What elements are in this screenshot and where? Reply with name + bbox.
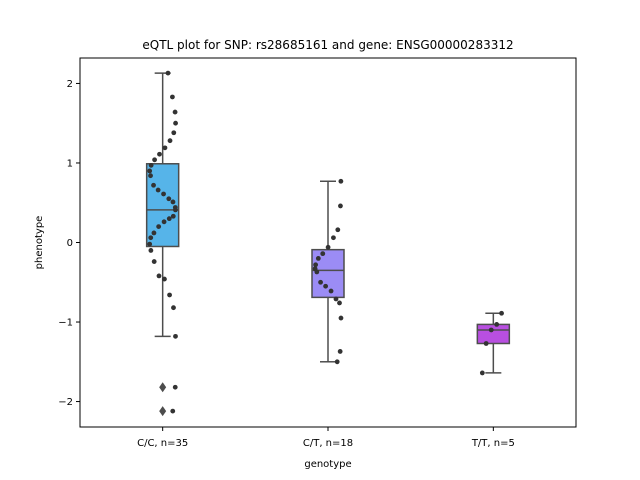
data-point	[148, 235, 154, 241]
box-group	[145, 70, 180, 417]
outlier-marker	[159, 382, 167, 393]
data-point	[148, 173, 153, 179]
data-point	[328, 288, 334, 294]
data-point	[151, 230, 157, 236]
data-point	[313, 262, 319, 268]
data-point	[333, 296, 339, 302]
data-point	[171, 130, 177, 136]
data-point	[325, 244, 331, 250]
data-point	[157, 151, 162, 157]
data-point	[162, 276, 167, 282]
data-point	[162, 145, 168, 151]
data-point	[165, 70, 171, 76]
data-point	[147, 168, 153, 174]
data-point	[173, 120, 178, 126]
data-point	[156, 224, 162, 229]
plot-area	[145, 70, 511, 417]
data-point	[166, 216, 172, 222]
data-point	[335, 227, 341, 233]
y-tick-label: 1	[67, 158, 73, 169]
outlier-marker	[159, 406, 167, 417]
data-point	[166, 196, 172, 202]
y-tick-label: 0	[67, 238, 73, 249]
data-point	[151, 259, 157, 264]
data-point	[161, 191, 166, 197]
data-point	[479, 370, 485, 376]
y-tick-label: 2	[67, 79, 73, 90]
data-point	[172, 109, 178, 115]
data-point	[338, 203, 343, 209]
data-point	[331, 235, 336, 241]
data-point	[173, 333, 178, 339]
data-point	[499, 310, 504, 316]
data-point	[338, 178, 344, 184]
data-point	[147, 241, 153, 247]
data-point	[488, 327, 494, 333]
data-point	[337, 349, 343, 354]
data-point	[334, 359, 340, 365]
data-point	[338, 315, 344, 321]
data-point	[155, 187, 161, 193]
data-point	[161, 219, 167, 225]
data-point	[148, 162, 154, 168]
data-point	[318, 279, 323, 285]
data-point	[170, 408, 176, 414]
x-axis: C/C, n=35 C/T, n=18 T/T, n=5	[137, 427, 515, 449]
data-point	[483, 341, 489, 346]
data-point	[156, 273, 162, 279]
box-group	[476, 310, 511, 376]
data-point	[170, 94, 175, 100]
y-tick-label: −1	[58, 318, 73, 329]
x-tick-label: C/C, n=35	[137, 438, 188, 449]
data-point	[315, 256, 321, 261]
y-axis: −2 −1 0 1 2	[58, 79, 80, 408]
data-point	[173, 207, 178, 213]
y-axis-label: phenotype	[34, 216, 45, 270]
data-point	[494, 322, 500, 327]
data-point	[152, 157, 158, 163]
data-point	[171, 305, 176, 311]
box	[476, 323, 511, 345]
data-point	[170, 213, 176, 219]
chart-title: eQTL plot for SNP: rs28685161 and gene: …	[142, 38, 513, 52]
x-tick-label: T/T, n=5	[471, 438, 515, 449]
data-point	[167, 138, 173, 144]
data-point	[170, 199, 176, 205]
data-point	[148, 248, 154, 253]
data-point	[172, 384, 178, 390]
data-point	[167, 292, 172, 298]
data-point	[337, 300, 342, 306]
x-axis-label: genotype	[304, 459, 351, 470]
data-point	[323, 283, 329, 289]
x-tick-label: C/T, n=18	[303, 438, 353, 449]
data-point	[314, 269, 320, 275]
box-group	[311, 178, 345, 365]
data-point	[151, 182, 156, 188]
data-point	[320, 251, 326, 257]
y-tick-label: −2	[58, 397, 73, 408]
